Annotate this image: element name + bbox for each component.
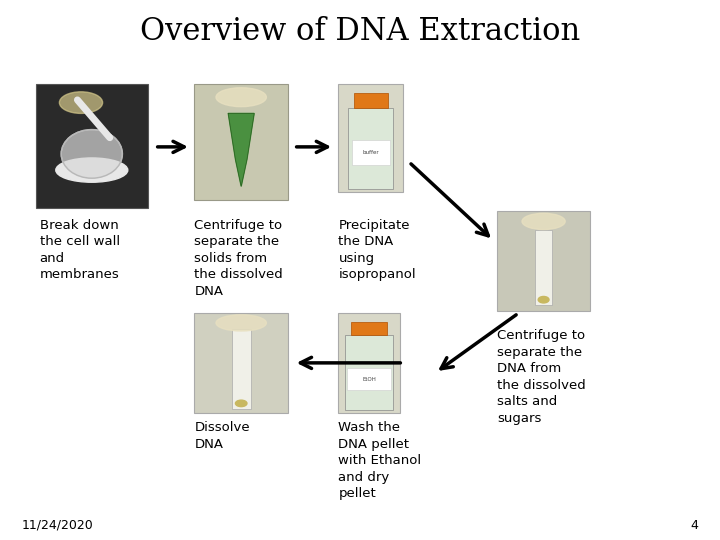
Bar [232, 329, 251, 409]
Bar [348, 108, 393, 189]
Bar [347, 368, 391, 390]
Ellipse shape [235, 400, 247, 407]
Ellipse shape [56, 158, 128, 182]
Text: Centrifuge to
separate the
solids from
the dissolved
DNA: Centrifuge to separate the solids from t… [194, 219, 283, 298]
Bar [351, 322, 387, 335]
Text: Centrifuge to
separate the
DNA from
the dissolved
salts and
sugars: Centrifuge to separate the DNA from the … [497, 329, 585, 425]
Ellipse shape [538, 296, 549, 303]
Ellipse shape [60, 92, 102, 113]
Bar [338, 313, 400, 413]
Bar [194, 313, 288, 413]
Text: Break down
the cell wall
and
membranes: Break down the cell wall and membranes [40, 219, 120, 281]
Bar [344, 335, 393, 410]
Bar [535, 230, 552, 305]
Text: Precipitate
the DNA
using
isopropanol: Precipitate the DNA using isopropanol [338, 219, 416, 281]
Bar [36, 84, 148, 208]
Text: EtOH: EtOH [362, 376, 376, 382]
Text: 4: 4 [690, 519, 698, 532]
Ellipse shape [216, 88, 266, 107]
Bar [338, 84, 403, 192]
Ellipse shape [216, 315, 266, 331]
Text: buffer: buffer [362, 150, 379, 155]
Bar [354, 93, 388, 108]
Text: Dissolve
DNA: Dissolve DNA [194, 421, 250, 451]
Text: Wash the
DNA pellet
with Ethanol
and dry
pellet: Wash the DNA pellet with Ethanol and dry… [338, 421, 421, 500]
Text: 11/24/2020: 11/24/2020 [22, 519, 94, 532]
Ellipse shape [522, 213, 565, 230]
Text: Overview of DNA Extraction: Overview of DNA Extraction [140, 16, 580, 47]
Ellipse shape [61, 130, 122, 178]
Bar [497, 211, 590, 310]
Polygon shape [228, 113, 254, 186]
Bar [352, 140, 390, 165]
Bar [194, 84, 288, 200]
